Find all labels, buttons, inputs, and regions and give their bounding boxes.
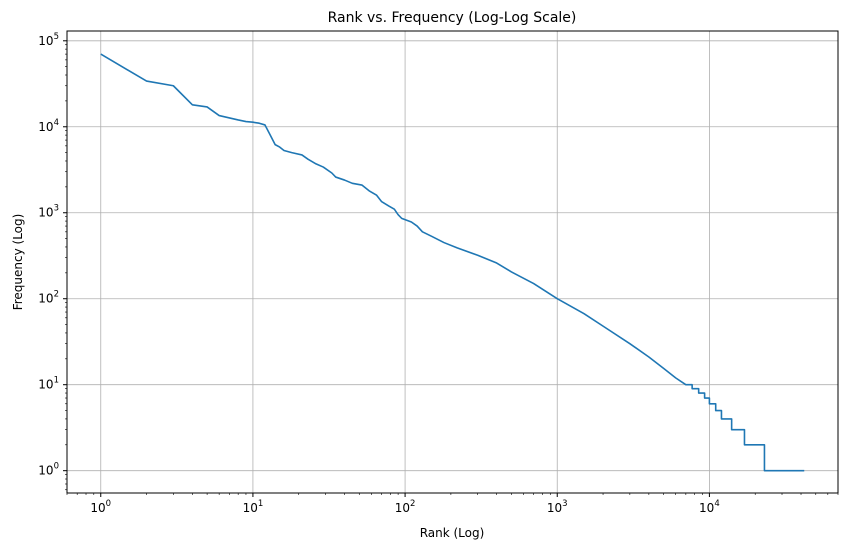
grid-lines [67,31,838,493]
series-line-frequency [100,53,805,472]
x-tick-label: 104 [699,499,720,515]
y-axis-ticks: 100 101 102 103 104 105 [38,32,67,478]
x-tick-label: 102 [395,499,416,515]
x-tick-label: 100 [90,499,111,515]
x-axis-ticks: 100 101 102 103 104 [90,493,720,515]
y-tick-label: 104 [38,118,59,134]
y-tick-label: 101 [38,376,59,392]
x-tick-label: 103 [547,499,568,515]
y-tick-label: 100 [38,462,59,478]
plot-frame [66,30,839,494]
y-tick-label: 105 [38,32,59,48]
y-axis-label: Frequency (Log) [11,214,25,311]
y-tick-label: 102 [38,290,59,306]
x-tick-label: 101 [243,499,264,515]
series-layer [100,53,805,472]
x-axis-label: Rank (Log) [420,526,485,540]
chart-title: Rank vs. Frequency (Log-Log Scale) [328,10,577,26]
y-tick-label: 103 [38,204,59,220]
